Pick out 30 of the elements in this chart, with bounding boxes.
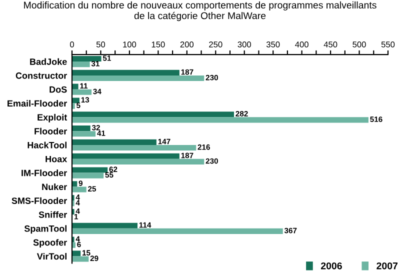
x-tick-label: 300 — [238, 41, 251, 48]
x-tick-label: 550 — [381, 41, 395, 48]
y-tick-label: DoS — [50, 86, 67, 93]
x-tick-label: 350 — [266, 41, 280, 48]
x-tick-label: 500 — [352, 41, 366, 48]
y-tick-label: Flooder — [34, 128, 68, 134]
x-tick-label: 0 — [70, 41, 74, 48]
legend-label: 2006 — [320, 262, 342, 270]
x-tick-label: 250 — [209, 41, 222, 48]
y-tick-label: Exploit — [38, 114, 68, 122]
y-tick-label: Hoax — [46, 156, 68, 162]
y-tick-label: Spoofer — [33, 239, 68, 248]
y-tick-label: Email-Flooder — [8, 100, 68, 107]
chart-title: Modification du nombre de nouveaux comportements de programmes malveillants de la catégorie Other MalWare — [24, 1, 376, 22]
x-tick-label: 50 — [96, 41, 106, 48]
x-tick-label: 400 — [295, 41, 308, 48]
y-tick-label: Constructor — [16, 72, 68, 79]
x-tick-label: 150 — [152, 41, 165, 48]
y-tick-label: SpamTool — [24, 225, 66, 234]
x-tick-label: 100 — [123, 41, 136, 48]
x-tick-label: 200 — [180, 41, 194, 48]
y-tick-label: Nuker — [42, 183, 68, 190]
y-tick-label: BadJoke — [30, 58, 67, 65]
y-tick-label: HackTool — [28, 142, 67, 148]
y-tick-label: VirTool — [36, 252, 66, 260]
legend-label: 2007 — [376, 262, 398, 270]
x-tick-label: 450 — [324, 41, 338, 48]
y-tick-label: Sniffer — [38, 211, 68, 218]
y-tick-label: IM-Flooder — [22, 170, 68, 176]
y-tick-label: SMS-Flooder — [12, 197, 68, 204]
